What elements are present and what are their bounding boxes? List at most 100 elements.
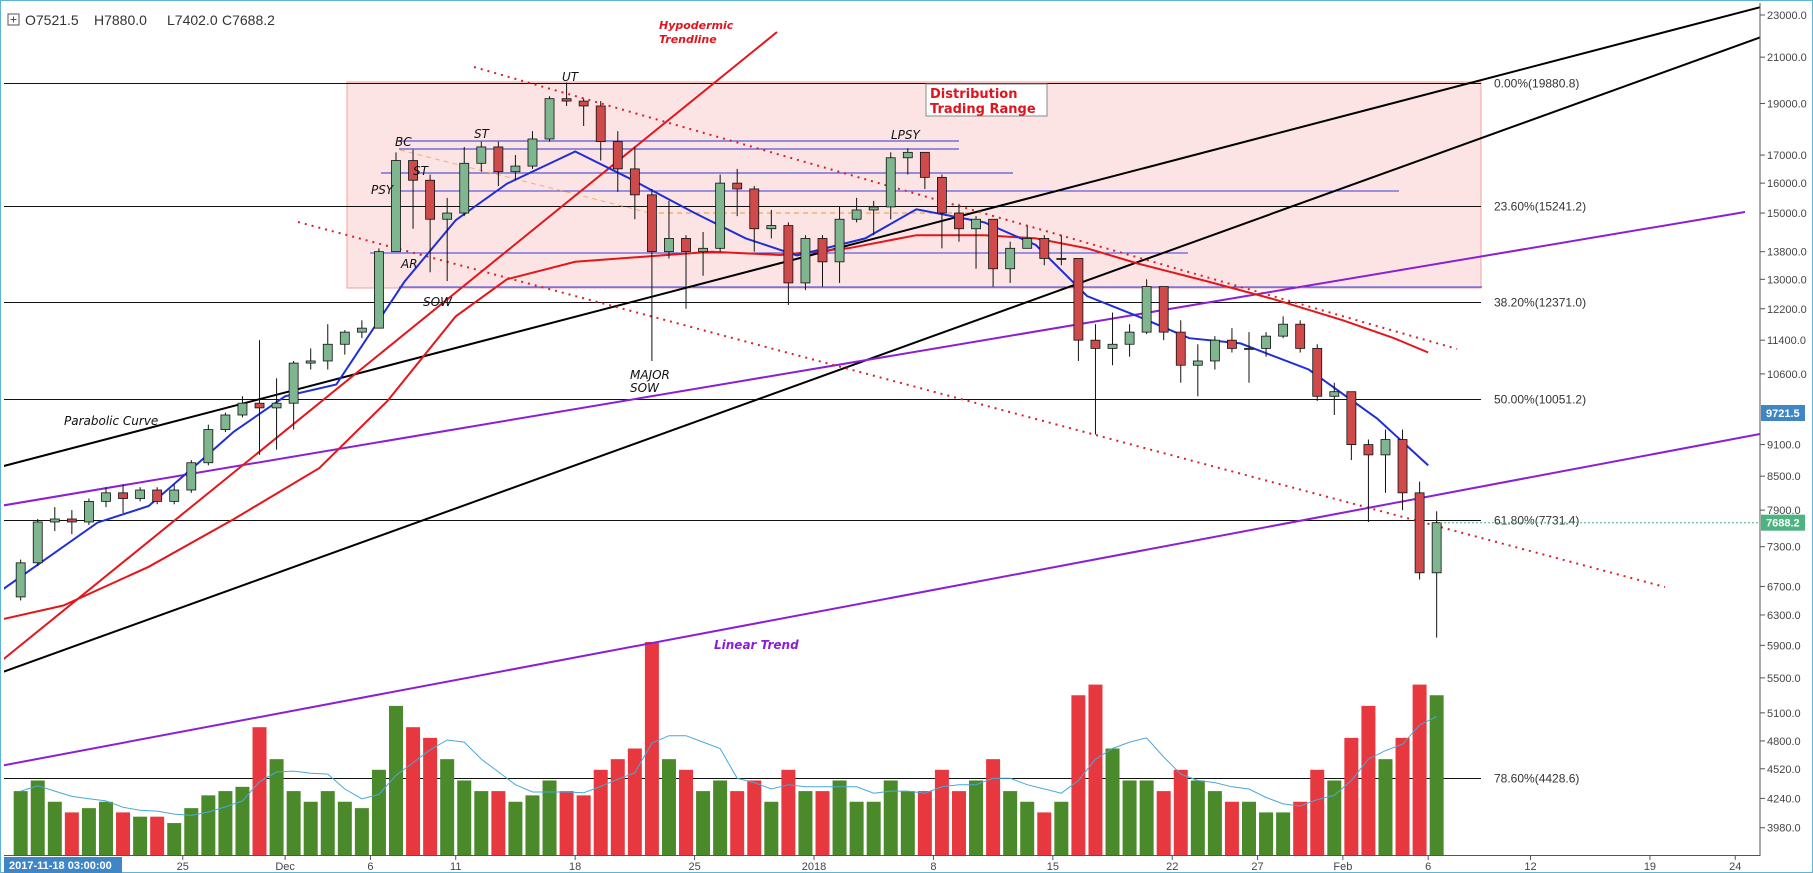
plus-square-icon[interactable] (7, 13, 20, 26)
high-value: H7880.0 (94, 12, 147, 28)
hypodermic-trendline[interactable] (0, 31, 778, 662)
candle-body (510, 165, 521, 173)
time-axis[interactable]: 25 Dec 6 11 18 25 2018 8 15 22 27 Feb 6 12 19 24 (177, 855, 1742, 873)
candle-body (1329, 391, 1340, 397)
st-label[interactable]: ST (474, 127, 491, 141)
svg-text:2017-11-18 03:00:00: 2017-11-18 03:00:00 (9, 860, 112, 872)
candle-body (578, 100, 589, 107)
volume-bar (1020, 801, 1035, 855)
time-tick-label: Feb (1333, 861, 1352, 873)
candle (647, 188, 657, 361)
purple-linear-trend[interactable] (0, 433, 1760, 767)
candle-body (834, 218, 845, 263)
candle (459, 146, 470, 217)
volume-bar (934, 769, 949, 855)
ar-label[interactable]: AR (400, 257, 418, 271)
volume-bar (1054, 801, 1069, 855)
candle-body (544, 98, 555, 140)
fib-level-label: 23.60%(15241.2) (1494, 200, 1586, 214)
volume-bar (986, 759, 1001, 855)
candle (1175, 320, 1186, 383)
candle (1346, 391, 1357, 461)
candle-body (220, 414, 231, 430)
parabolic-curve-label[interactable]: Parabolic Curve (64, 414, 158, 428)
volume-bar (644, 642, 659, 855)
volume-bar (576, 795, 591, 855)
candle (1209, 336, 1220, 370)
bc-label[interactable]: BC (395, 135, 412, 149)
lpsy-label[interactable]: LPSY (891, 128, 922, 142)
fib-level-label: 78.60%(4428.6) (1494, 772, 1579, 786)
candle-body (783, 225, 794, 284)
fibonacci-retracement[interactable]: 0.00%(19880.8) 23.60%(15241.2) 38.20%(1237… (4, 77, 1586, 786)
linear-trend-label[interactable]: Linear Trend (714, 638, 799, 652)
candle-body (1397, 439, 1408, 494)
price-axis[interactable]: 23000.0 21000.0 19000.0 17000.0 16000.0 15000… (1760, 10, 1807, 835)
candle-body (254, 402, 265, 409)
candle (800, 235, 811, 291)
volume-bar (201, 795, 216, 855)
purple-trendline-upper[interactable] (0, 211, 1746, 507)
black-trendline-lower[interactable] (0, 32, 1775, 673)
time-tick-label: 11 (450, 861, 461, 873)
hypodermic-label[interactable]: Trendline (659, 33, 717, 46)
red-dotted-channel-lower[interactable] (297, 221, 1666, 588)
distribution-range-box[interactable] (346, 81, 1482, 289)
candle (1329, 382, 1340, 415)
candle-body (101, 492, 111, 502)
candle (101, 487, 111, 508)
volume-bar (713, 780, 728, 855)
candle-body (408, 160, 418, 181)
fib-level-label: 50.00%(10051.2) (1494, 393, 1586, 407)
volume-bar (661, 759, 676, 855)
candle-body (476, 146, 487, 164)
ohlc-legend: O7521.5 H7880.0 L7402.0 C7688.2 (7, 12, 275, 28)
volume-bar (64, 812, 79, 855)
candle-body (1209, 339, 1220, 362)
volume-bar (235, 786, 250, 855)
candle-body (629, 168, 640, 196)
volume-bar (303, 801, 318, 855)
sow-label[interactable]: SOW (423, 295, 453, 309)
volume-bar (47, 801, 62, 855)
volume-bar (98, 801, 113, 855)
orange-dashed-line[interactable] (399, 149, 651, 214)
candle (664, 200, 674, 259)
candle-body (1005, 247, 1016, 270)
candle-body (885, 157, 896, 208)
volume-bar (218, 791, 233, 855)
candle (374, 248, 384, 329)
candle-body (374, 251, 384, 329)
candle (1312, 344, 1323, 401)
volume-bar (371, 769, 386, 855)
candle (254, 340, 265, 455)
candle (1244, 332, 1254, 383)
candle-body (84, 500, 94, 523)
price-tick-label: 7300.0 (1767, 542, 1801, 554)
candle-body (186, 462, 197, 491)
major-sow-label[interactable]: SOW (630, 381, 660, 395)
candle (783, 222, 794, 305)
candle (1107, 312, 1118, 366)
ut-label[interactable]: UT (562, 70, 580, 84)
hypodermic-label[interactable]: Hypodermic (659, 19, 734, 32)
candle (1124, 324, 1135, 357)
candle-body (152, 489, 163, 502)
candle-body (15, 562, 26, 598)
price-tick-label: 6700.0 (1767, 581, 1801, 593)
candle (885, 152, 896, 220)
candle-body (681, 238, 691, 253)
candle (169, 484, 180, 505)
candle-body (1295, 323, 1306, 349)
psy-label[interactable]: PSY (371, 183, 395, 197)
red-dotted-channel-upper[interactable] (473, 66, 1458, 350)
price-tick-label: 21000.0 (1767, 52, 1807, 64)
volume-bar (900, 791, 915, 855)
volume-bar (1242, 801, 1256, 855)
candle-body (1039, 238, 1050, 259)
major-sow-label[interactable]: MAJOR (630, 368, 670, 382)
distribution-trading-range-label[interactable]: Distribution Trading Range (925, 83, 1048, 117)
volume-bar (354, 808, 369, 855)
st-label[interactable]: ST (413, 164, 430, 178)
